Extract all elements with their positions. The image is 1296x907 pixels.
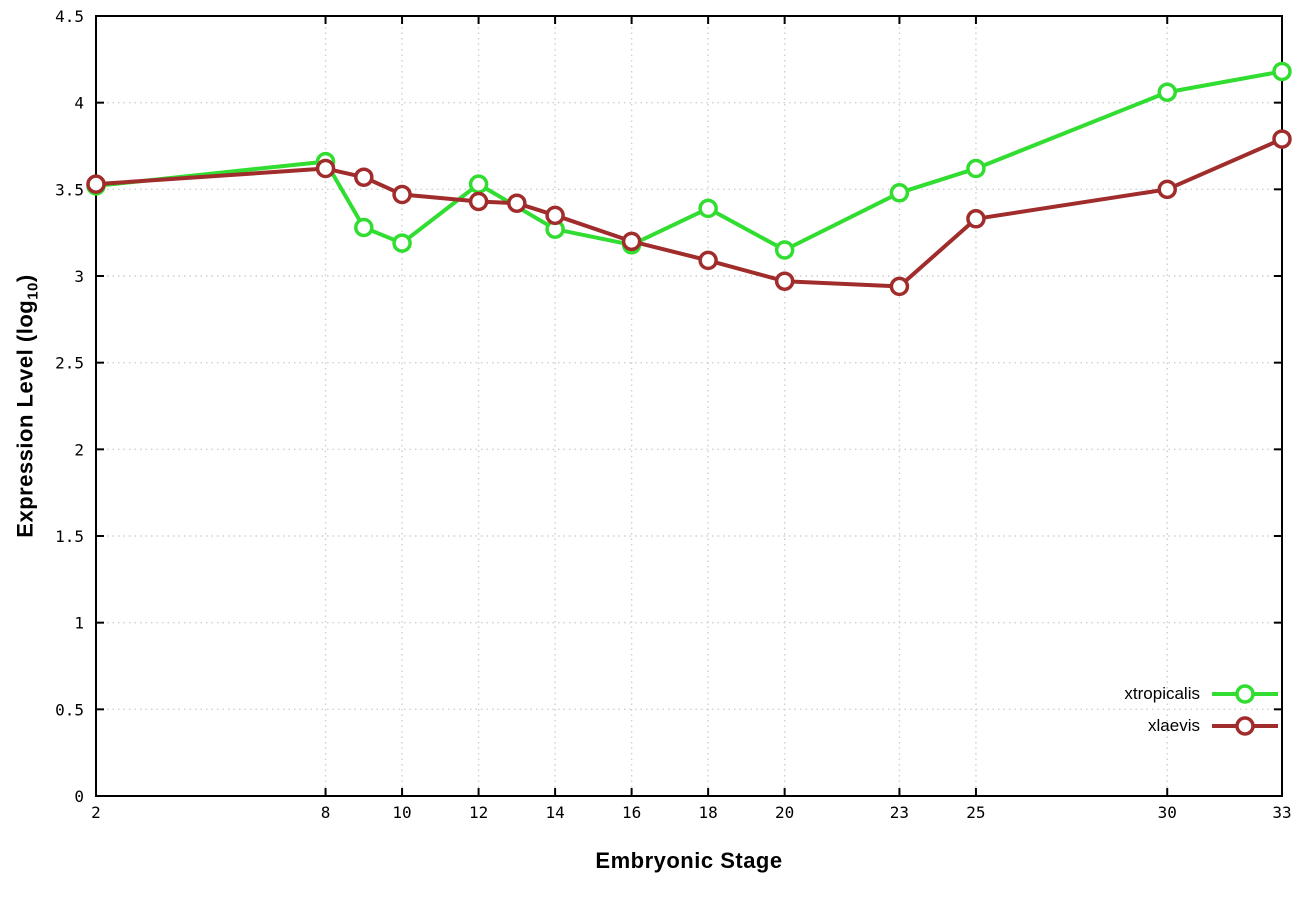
data-point-xlaevis bbox=[698, 250, 718, 271]
data-point-xlaevis bbox=[966, 209, 986, 229]
data-point-xtropicalis bbox=[774, 240, 795, 260]
data-point-xtropicalis bbox=[1157, 82, 1177, 103]
x-tick-label: 2 bbox=[91, 803, 101, 822]
data-point-xlaevis bbox=[621, 231, 642, 252]
x-tick-label: 16 bbox=[622, 803, 641, 822]
data-point-xtropicalis bbox=[392, 233, 412, 253]
legend-marker-xlaevis bbox=[1235, 716, 1255, 736]
data-point-xlaevis bbox=[468, 191, 489, 212]
data-point-xlaevis bbox=[354, 167, 374, 187]
y-tick-label: 3.5 bbox=[55, 180, 84, 199]
plot-border bbox=[95, 15, 1283, 797]
legend-label-xlaevis: xlaevis bbox=[1148, 716, 1200, 735]
x-tick-label: 30 bbox=[1158, 803, 1177, 822]
y-axis-label-close: ) bbox=[12, 274, 38, 283]
x-tick-label: 12 bbox=[469, 803, 488, 822]
x-tick-label: 8 bbox=[321, 803, 331, 822]
legend-sample-xtropicalis bbox=[1212, 684, 1278, 704]
series-line-xlaevis bbox=[94, 137, 1284, 289]
legend-marker-xtropicalis bbox=[1235, 684, 1255, 704]
legend-item-xtropicalis: xtropicalis bbox=[1124, 682, 1280, 706]
y-tick-label: 0 bbox=[74, 787, 84, 806]
data-point-xtropicalis bbox=[354, 217, 374, 238]
y-axis-label: Expression Level (log10) bbox=[12, 274, 41, 537]
data-point-xtropicalis bbox=[889, 183, 910, 203]
y-tick-label: 4 bbox=[74, 94, 84, 113]
legend-sample-xlaevis bbox=[1212, 716, 1278, 736]
y-axis-label-subscript: 10 bbox=[24, 282, 42, 300]
data-point-xlaevis bbox=[1157, 179, 1177, 200]
x-tick-label: 14 bbox=[545, 803, 564, 822]
data-point-xlaevis bbox=[86, 174, 106, 194]
data-point-xlaevis bbox=[545, 205, 565, 226]
x-tick-label: 33 bbox=[1272, 803, 1291, 822]
x-axis-label: Embryonic Stage bbox=[595, 848, 783, 873]
x-tick-label: 25 bbox=[966, 803, 985, 822]
y-tick-label: 2 bbox=[74, 440, 84, 459]
data-point-xlaevis bbox=[315, 158, 336, 179]
data-point-xlaevis bbox=[1272, 129, 1292, 149]
x-tick-label: 23 bbox=[890, 803, 909, 822]
data-point-xtropicalis bbox=[1272, 61, 1292, 82]
y-tick-label: 1.5 bbox=[55, 527, 84, 546]
legend-item-xlaevis: xlaevis bbox=[1148, 714, 1280, 738]
x-tick-label: 20 bbox=[775, 803, 794, 822]
legend: xtropicalis xlaevis bbox=[1124, 682, 1280, 738]
y-axis-label-text: Expression Level (log bbox=[12, 299, 38, 538]
x-tick-label: 18 bbox=[698, 803, 717, 822]
y-tick-label: 4.5 bbox=[55, 7, 84, 26]
data-point-xtropicalis bbox=[698, 198, 718, 219]
series-line-xtropicalis bbox=[94, 69, 1284, 252]
data-point-xtropicalis bbox=[468, 174, 489, 194]
y-tick-label: 3 bbox=[74, 267, 84, 286]
y-tick-label: 2.5 bbox=[55, 354, 84, 373]
data-point-xtropicalis bbox=[966, 158, 986, 179]
x-tick-label: 10 bbox=[392, 803, 411, 822]
y-tick-label: 1 bbox=[74, 614, 84, 633]
data-point-xlaevis bbox=[889, 276, 910, 297]
y-tick-label: 0.5 bbox=[55, 700, 84, 719]
data-point-xlaevis bbox=[507, 193, 527, 213]
data-point-xlaevis bbox=[774, 271, 795, 291]
data-point-xlaevis bbox=[392, 184, 412, 205]
legend-label-xtropicalis: xtropicalis bbox=[1124, 684, 1200, 703]
